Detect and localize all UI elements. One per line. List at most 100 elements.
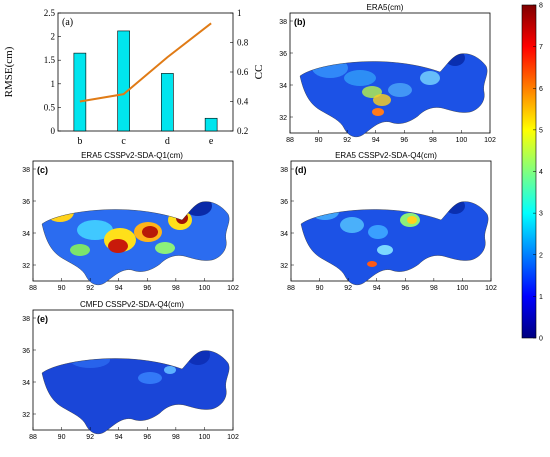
map-y-tick-label: 38: [280, 167, 288, 174]
panel-b-frame: [289, 12, 491, 134]
map-y-tick-label: 34: [22, 231, 30, 238]
y-tick-label: 2: [51, 32, 56, 42]
panel-d-frame: [290, 160, 492, 282]
map-x-tick-label: 92: [343, 137, 351, 144]
panel-c-title: ERA5 CSSPv2-SDA-Q1(cm): [81, 151, 183, 160]
map-x-tick-label: 94: [115, 434, 123, 441]
panel-e-label: (e): [37, 314, 48, 324]
bar-c: [117, 30, 130, 132]
map-y-tick-label: 32: [22, 412, 30, 419]
map-x-tick-label: 102: [227, 434, 239, 441]
map-y-tick-label: 34: [279, 83, 287, 90]
panel-a-ylabel: RMSE(cm): [3, 46, 15, 97]
map-x-tick-label: 92: [86, 285, 94, 292]
map-x-tick-label: 100: [199, 285, 211, 292]
map-y-tick-label: 34: [22, 380, 30, 387]
map-x-tick-label: 90: [316, 285, 324, 292]
colorbar-tick-label: 7: [539, 44, 543, 51]
map-y-tick-label: 32: [280, 263, 288, 270]
map-x-tick-label: 100: [456, 137, 468, 144]
colorbar-tick-label: 3: [539, 211, 543, 218]
x-tick-label: e: [209, 136, 214, 147]
y-tick-label: 2.5: [44, 8, 56, 18]
map-y-tick-label: 38: [22, 167, 30, 174]
map-x-tick-label: 96: [143, 434, 151, 441]
panel-b-map: ERA5(cm) (b) 88 90 92 94 96 98 100 102 32 34 36 38: [279, 3, 496, 144]
bar-b: [73, 52, 87, 132]
map-x-tick-label: 100: [199, 434, 211, 441]
y2-tick-label: 0.6: [237, 67, 249, 77]
map-x-tick-label: 102: [484, 137, 496, 144]
map-x-tick-label: 98: [430, 285, 438, 292]
map-x-tick-label: 94: [373, 285, 381, 292]
colorbar-tick-label: 8: [539, 3, 543, 10]
map-x-tick-label: 96: [401, 285, 409, 292]
y2-tick-label: 0.8: [237, 38, 249, 48]
panel-e-field: [42, 350, 230, 434]
map-x-tick-label: 92: [344, 285, 352, 292]
map-y-tick-label: 38: [279, 19, 287, 26]
panel-d-map: ERA5 CSSPv2-SDA-Q4(cm) (d) 88 90 92 94 96 98 1…: [280, 151, 497, 292]
panel-b-title: ERA5(cm): [367, 3, 404, 12]
y2-tick-label: 0.4: [237, 97, 249, 107]
y-tick-label: 0.5: [44, 102, 56, 112]
map-x-tick-label: 88: [286, 137, 294, 144]
map-y-tick-label: 32: [22, 263, 30, 270]
map-x-tick-label: 88: [29, 434, 37, 441]
panel-a-y2label: CC: [253, 65, 265, 80]
map-x-tick-label: 94: [115, 285, 123, 292]
map-y-tick-label: 36: [22, 348, 30, 355]
colorbar-tick-label: 2: [539, 252, 543, 259]
map-y-tick-label: 36: [280, 199, 288, 206]
map-x-tick-label: 102: [485, 285, 497, 292]
panel-d-field: [301, 201, 489, 285]
map-x-tick-label: 90: [58, 285, 66, 292]
map-x-tick-label: 96: [400, 137, 408, 144]
map-x-tick-label: 90: [58, 434, 66, 441]
y2-tick-label: 0.2: [237, 126, 248, 136]
x-tick-label: d: [165, 136, 170, 147]
map-x-tick-label: 98: [429, 137, 437, 144]
y2-tick-label: 1: [237, 8, 242, 18]
panel-e-map: CMFD CSSPv2-SDA-Q4(cm) (e) 88 90 92 94 96 98 1…: [22, 300, 239, 441]
panel-c-field: [42, 201, 230, 285]
map-x-tick-label: 102: [227, 285, 239, 292]
map-x-tick-label: 88: [29, 285, 37, 292]
x-tick-label: b: [77, 136, 82, 147]
map-x-tick-label: 92: [86, 434, 94, 441]
y-tick-label: 1.5: [44, 55, 56, 65]
map-y-tick-label: 36: [22, 199, 30, 206]
panel-a-label: (a): [62, 17, 73, 28]
x-tick-label: c: [121, 136, 126, 147]
map-x-tick-label: 100: [457, 285, 469, 292]
panel-b-label: (b): [294, 17, 306, 27]
panel-c-map: ERA5 CSSPv2-SDA-Q1(cm) (c) 88 90 92 94 96 98 1…: [22, 151, 239, 292]
map-x-tick-label: 98: [172, 434, 180, 441]
colorbar-tick-label: 0: [539, 336, 543, 343]
panel-e-frame: [32, 309, 234, 431]
y-tick-label: 0: [51, 126, 56, 136]
panel-b-field: [300, 53, 488, 137]
map-y-tick-label: 36: [279, 51, 287, 58]
map-x-tick-label: 94: [372, 137, 380, 144]
map-x-tick-label: 88: [287, 285, 295, 292]
colorbar-tick-label: 4: [539, 169, 543, 176]
y-tick-label: 1: [51, 79, 56, 89]
map-x-tick-label: 90: [315, 137, 323, 144]
colorbar-tick-label: 6: [539, 86, 543, 93]
colorbar: 0 1 2 3 4 5 6 7 8: [521, 3, 543, 343]
bar-e: [204, 117, 218, 132]
panel-c-frame: [32, 160, 234, 282]
panel-c-label: (c): [37, 165, 48, 175]
cc-line: [79, 22, 212, 103]
panel-e-title: CMFD CSSPv2-SDA-Q4(cm): [80, 300, 184, 309]
map-x-tick-label: 98: [172, 285, 180, 292]
panel-a-bar-line-chart: 0 0.5 1 1.5 2 2.5 0.2 0.4 0.6 0.8 1 b c d e (a) RMSE…: [3, 8, 265, 147]
bar-d: [161, 73, 174, 132]
map-x-tick-label: 96: [143, 285, 151, 292]
map-y-tick-label: 38: [22, 316, 30, 323]
map-y-tick-label: 34: [280, 231, 288, 238]
panel-d-title: ERA5 CSSPv2-SDA-Q4(cm): [335, 151, 437, 160]
colorbar-tick-label: 5: [539, 127, 543, 134]
